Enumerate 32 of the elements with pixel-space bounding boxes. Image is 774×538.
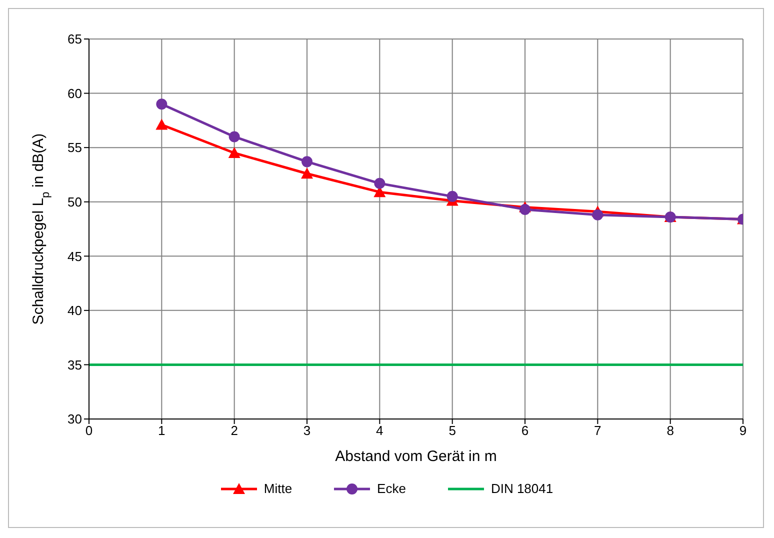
y-tick-label: 50 [68, 194, 82, 210]
y-tick-label: 30 [68, 412, 82, 427]
point [592, 209, 604, 220]
x-tick-label: 4 [376, 423, 384, 438]
point [374, 178, 386, 189]
point [446, 190, 458, 202]
legend-label: DIN 18041 [490, 481, 554, 496]
x-tick-label: 3 [303, 423, 311, 438]
x-tick-label: 0 [85, 423, 93, 438]
y-tick-label: 65 [68, 32, 82, 47]
x-tick-label: 2 [230, 423, 238, 438]
legend-label: Mitte [264, 481, 292, 496]
point [156, 118, 168, 130]
x-tick-label: 1 [158, 423, 166, 438]
x-tick-label: 9 [739, 423, 747, 438]
point [156, 98, 168, 110]
x-axis-title: Abstand vom Gerät in m [335, 448, 497, 465]
x-tick-label: 8 [666, 423, 674, 438]
y-tick-label: 35 [68, 357, 82, 372]
y-tick-label: 55 [68, 140, 82, 156]
x-tick-label: 5 [448, 423, 456, 438]
y-tick-label: 60 [68, 86, 82, 101]
point [302, 156, 312, 168]
point [520, 204, 530, 215]
y-tick-label: 40 [68, 303, 82, 318]
x-tick-label: 6 [521, 423, 529, 438]
point [228, 147, 240, 158]
x-tick-label: 7 [594, 423, 602, 438]
legend-label: Ecke [377, 481, 406, 496]
point [228, 131, 240, 142]
point [301, 168, 313, 179]
y-tick-label: 45 [68, 248, 82, 264]
